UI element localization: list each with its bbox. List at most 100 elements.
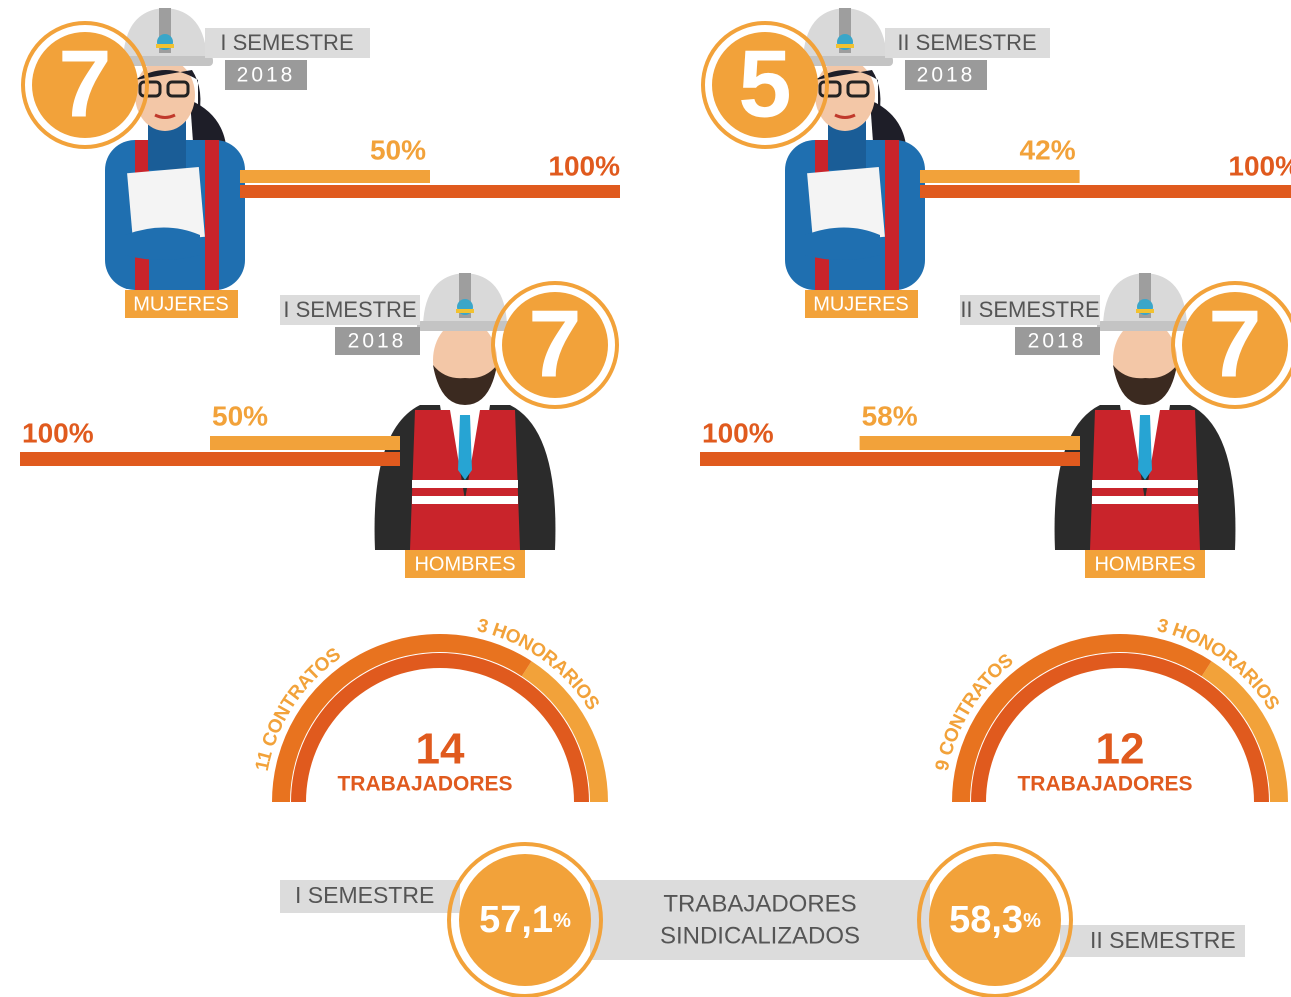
share-label: 58% xyxy=(862,400,918,431)
illustration-part xyxy=(125,227,200,260)
illustration-part xyxy=(135,70,201,120)
illustration-part xyxy=(1113,365,1177,405)
badge-number: 5 xyxy=(738,30,791,137)
illustration-part xyxy=(1092,480,1198,488)
illustration-part xyxy=(154,113,176,119)
category-box xyxy=(805,290,918,318)
woman-illustration xyxy=(785,8,925,290)
badge-number: 7 xyxy=(1208,290,1261,397)
semester-box xyxy=(205,28,370,58)
illustration-part xyxy=(127,166,205,244)
illustration-part xyxy=(836,44,854,48)
badge-number: 7 xyxy=(58,30,111,137)
illustration-part xyxy=(410,410,520,550)
category-label: MUJERES xyxy=(133,293,229,315)
semester-box xyxy=(280,880,460,913)
illustration-part xyxy=(1092,496,1198,504)
semester-label: I SEMESTRE xyxy=(220,30,353,55)
category-label: HOMBRES xyxy=(1094,553,1195,575)
title-box xyxy=(590,880,930,960)
illustration-part xyxy=(815,70,881,120)
badge-outline xyxy=(917,842,1073,997)
share-label: 42% xyxy=(1020,134,1076,165)
year-box xyxy=(905,60,987,90)
semester-box xyxy=(280,295,420,325)
badge-outline xyxy=(701,21,829,149)
share-bar xyxy=(210,436,400,450)
illustration-part xyxy=(834,113,856,119)
total-label: 100% xyxy=(548,150,620,181)
semester-box xyxy=(885,28,1050,58)
badge-outline xyxy=(21,21,149,149)
arc-segment xyxy=(1201,661,1288,802)
semester-label: II SEMESTRE xyxy=(1090,927,1236,953)
semester-box xyxy=(960,295,1100,325)
year-box xyxy=(225,60,307,90)
category-box xyxy=(405,550,525,578)
badge xyxy=(459,854,591,986)
share-label: 50% xyxy=(212,400,268,431)
arc-segment xyxy=(291,653,589,802)
semester-label: I SEMESTRE xyxy=(283,297,416,322)
illustration-part xyxy=(885,140,899,290)
percent-unit: % xyxy=(553,910,571,932)
total-label: 100% xyxy=(1228,150,1291,181)
total-label: 100% xyxy=(22,417,94,448)
illustration-part xyxy=(412,496,518,504)
year-label: 2018 xyxy=(1028,330,1087,353)
share-label: 50% xyxy=(370,134,426,165)
share-bar xyxy=(859,436,1080,450)
badge-outline xyxy=(491,281,619,409)
arc-segment xyxy=(971,653,1269,802)
illustration-part xyxy=(205,140,219,290)
badge xyxy=(502,292,608,398)
percent-number: 58,3 xyxy=(949,899,1023,941)
arc-segment xyxy=(272,633,532,802)
badge xyxy=(32,32,138,138)
workers-label: TRABAJADORES xyxy=(337,773,512,796)
category-box xyxy=(1085,550,1205,578)
badge-outline xyxy=(1171,281,1291,409)
illustration-part xyxy=(156,44,174,48)
percent-number: 57,1 xyxy=(479,899,553,941)
illustration-part xyxy=(1090,410,1200,550)
arc-segment xyxy=(521,661,608,802)
badge-outline xyxy=(447,842,603,997)
total-label: 100% xyxy=(702,417,774,448)
percent-value: 57,1% xyxy=(479,899,571,941)
year-label: 2018 xyxy=(917,64,976,87)
illustration-part xyxy=(412,480,518,488)
badge xyxy=(712,32,818,138)
illustration-part xyxy=(166,80,190,98)
year-box xyxy=(335,327,420,355)
semester-box xyxy=(1060,925,1245,957)
illustration-part xyxy=(1097,321,1193,331)
arc-segment xyxy=(952,633,1212,802)
illustration-part xyxy=(1136,309,1154,313)
total-bar xyxy=(240,185,620,198)
illustration-part xyxy=(805,227,880,260)
category-box xyxy=(125,290,238,318)
total-bar xyxy=(920,185,1291,198)
total-bar xyxy=(700,452,1080,466)
semester-label: II SEMESTRE xyxy=(897,30,1036,55)
year-label: 2018 xyxy=(237,64,296,87)
workers-count: 12 xyxy=(1096,725,1145,774)
category-label: HOMBRES xyxy=(414,553,515,575)
illustration-part xyxy=(458,415,472,480)
share-bar xyxy=(240,170,430,183)
illustration-part xyxy=(1138,415,1152,480)
illustration-part xyxy=(138,80,162,98)
percent-value: 58,3% xyxy=(949,899,1041,941)
illustration-part xyxy=(818,80,842,98)
semester-label: II SEMESTRE xyxy=(960,297,1099,322)
badge xyxy=(929,854,1061,986)
total-bar xyxy=(20,452,400,466)
badge xyxy=(1182,292,1288,398)
title-line: TRABAJADORES xyxy=(663,890,856,917)
category-label: MUJERES xyxy=(813,293,909,315)
workers-count: 14 xyxy=(416,725,465,774)
illustration-part xyxy=(846,80,870,98)
year-label: 2018 xyxy=(348,330,407,353)
